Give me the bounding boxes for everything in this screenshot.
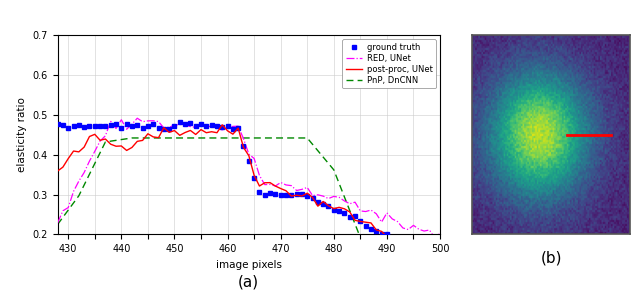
RED, UNet <box>404 228 412 231</box>
PnP, DnCNN <box>128 136 136 140</box>
RED, UNet <box>388 217 396 221</box>
ground truth <box>176 120 184 124</box>
post-proc, UNet <box>139 139 147 142</box>
Line: post-proc, UNet: post-proc, UNet <box>58 125 440 267</box>
post-proc, UNet <box>218 123 226 127</box>
ground truth <box>186 122 194 125</box>
PnP, DnCNN <box>54 223 61 226</box>
PnP, DnCNN <box>144 136 152 140</box>
post-proc, UNet <box>378 230 385 233</box>
post-proc, UNet <box>388 238 396 241</box>
ground truth <box>436 272 444 276</box>
ground truth <box>378 232 385 236</box>
ground truth <box>54 122 61 126</box>
post-proc, UNet <box>54 169 61 173</box>
X-axis label: image pixels: image pixels <box>216 260 282 270</box>
Legend: ground truth, RED, UNet, post-proc, UNet, PnP, DnCNN: ground truth, RED, UNet, post-proc, UNet… <box>342 39 436 88</box>
RED, UNet <box>378 220 385 224</box>
RED, UNet <box>54 221 61 225</box>
RED, UNet <box>186 125 194 128</box>
post-proc, UNet <box>404 241 412 245</box>
PnP, DnCNN <box>388 292 396 293</box>
RED, UNet <box>133 116 141 120</box>
RED, UNet <box>250 157 258 160</box>
Text: (b): (b) <box>541 250 562 265</box>
Line: RED, UNet: RED, UNet <box>58 118 440 238</box>
PnP, DnCNN <box>250 136 258 140</box>
ground truth <box>404 242 412 245</box>
Line: ground truth: ground truth <box>56 120 442 276</box>
Text: (a): (a) <box>238 274 259 289</box>
post-proc, UNet <box>436 265 444 269</box>
Y-axis label: elasticity ratio: elasticity ratio <box>17 97 27 172</box>
ground truth <box>139 126 147 130</box>
PnP, DnCNN <box>186 136 194 140</box>
RED, UNet <box>431 236 438 239</box>
ground truth <box>388 237 396 241</box>
post-proc, UNet <box>181 131 189 134</box>
Line: PnP, DnCNN: PnP, DnCNN <box>58 138 440 293</box>
post-proc, UNet <box>250 173 258 177</box>
RED, UNet <box>144 119 152 123</box>
PnP, DnCNN <box>378 284 385 287</box>
RED, UNet <box>436 231 444 235</box>
ground truth <box>250 177 258 180</box>
